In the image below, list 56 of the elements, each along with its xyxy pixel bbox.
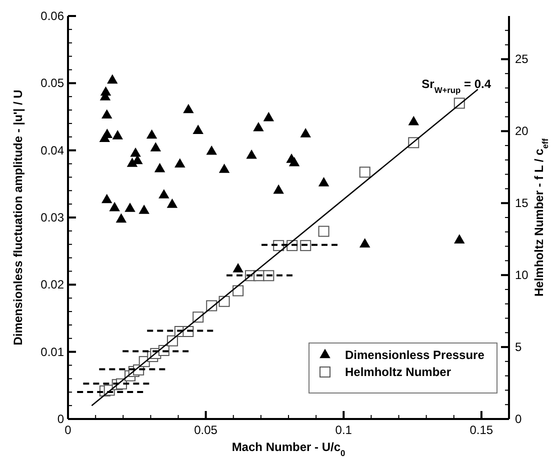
y-tick-label: 0.06 — [40, 9, 64, 23]
x-axis-title: Mach Number - U/c$_{0}$ — [232, 440, 346, 458]
point — [232, 285, 244, 296]
y2-tick-label: 5 — [515, 340, 522, 354]
x-tick-label: 0.15 — [470, 423, 494, 437]
y-tick-label: 0.01 — [40, 344, 64, 359]
y2-tick-label: 20 — [515, 124, 529, 138]
point — [246, 150, 257, 159]
y-tick-label: 0 — [57, 412, 64, 426]
point — [107, 74, 118, 84]
point — [138, 204, 150, 214]
y-tick-label: 0.03 — [40, 210, 64, 224]
y2-tick-label: 15 — [515, 196, 529, 210]
point — [154, 162, 166, 172]
point — [116, 213, 127, 223]
point — [408, 116, 420, 126]
y-tick-label: 0.05 — [40, 76, 64, 90]
x-tick-label: 0.1 — [335, 423, 352, 437]
point — [218, 164, 230, 173]
y-axis-title: Dimensionless fluctuation amplitude - |u'| / U — [11, 90, 25, 346]
point — [109, 202, 120, 212]
point — [99, 132, 110, 142]
point — [454, 234, 465, 244]
point — [124, 202, 136, 212]
point — [300, 128, 311, 138]
point — [273, 184, 284, 194]
point — [130, 147, 141, 157]
point — [192, 124, 204, 134]
point — [101, 194, 112, 204]
legend-label: Helmholtz Number — [345, 365, 452, 379]
y2-tick-label: 25 — [515, 52, 529, 66]
point — [146, 129, 158, 139]
point — [318, 177, 330, 186]
legend-label: Dimensionless Pressure — [345, 348, 485, 362]
point — [232, 263, 244, 272]
point — [318, 226, 330, 237]
annotation: Sr$_{W+rup}$ = 0.4 — [422, 77, 492, 95]
point — [206, 145, 217, 155]
y-tick-label: 0.04 — [40, 143, 64, 158]
y2-tick-label: 0 — [515, 412, 522, 426]
point — [359, 238, 370, 248]
point — [359, 166, 370, 178]
y-tick-label: 0.02 — [40, 278, 64, 292]
point — [112, 130, 123, 140]
point — [183, 104, 194, 114]
point — [158, 189, 170, 198]
y2-tick-label: 10 — [515, 268, 529, 282]
point — [288, 156, 300, 166]
point — [263, 112, 274, 122]
x-tick-label: 0.05 — [194, 423, 218, 437]
point — [166, 198, 178, 208]
point — [150, 142, 162, 152]
point — [253, 122, 264, 132]
point — [101, 109, 112, 119]
point — [174, 158, 186, 168]
point — [218, 296, 230, 307]
